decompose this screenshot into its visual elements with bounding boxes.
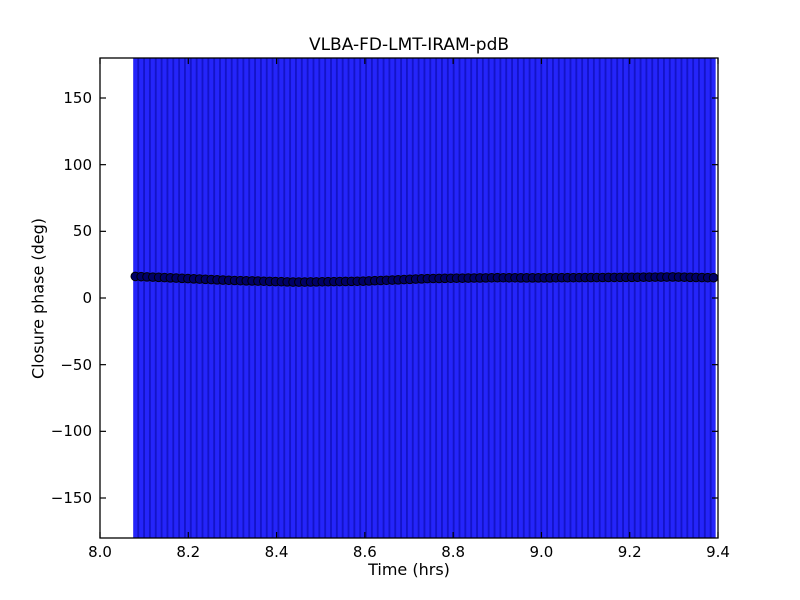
x-tick-label: 8.8 <box>441 543 466 561</box>
tick-marks <box>99 58 719 538</box>
x-tick-label: 9.0 <box>529 543 554 561</box>
y-tick-label: 100 <box>63 155 92 174</box>
error-bars <box>133 58 716 538</box>
x-axis-label: Time (hrs) <box>368 560 450 579</box>
x-tick-label: 8.0 <box>88 543 112 561</box>
x-tick-label: 8.4 <box>264 543 289 561</box>
y-tick-label: −150 <box>50 489 92 507</box>
data-points <box>130 271 719 287</box>
y-tick-label: 50 <box>72 222 92 241</box>
y-tick-label: −50 <box>60 355 92 374</box>
x-tick-label: 9.2 <box>617 543 642 561</box>
x-tick-label: 9.4 <box>706 543 730 561</box>
y-tick-label: 150 <box>63 89 92 107</box>
y-tick-label: 0 <box>82 289 92 307</box>
chart-title: VLBA-FD-LMT-IRAM-pdB <box>308 35 510 55</box>
x-tick-label: 8.6 <box>352 543 377 561</box>
x-tick-label: 8.2 <box>176 543 201 561</box>
y-tick-label: −100 <box>50 422 92 441</box>
